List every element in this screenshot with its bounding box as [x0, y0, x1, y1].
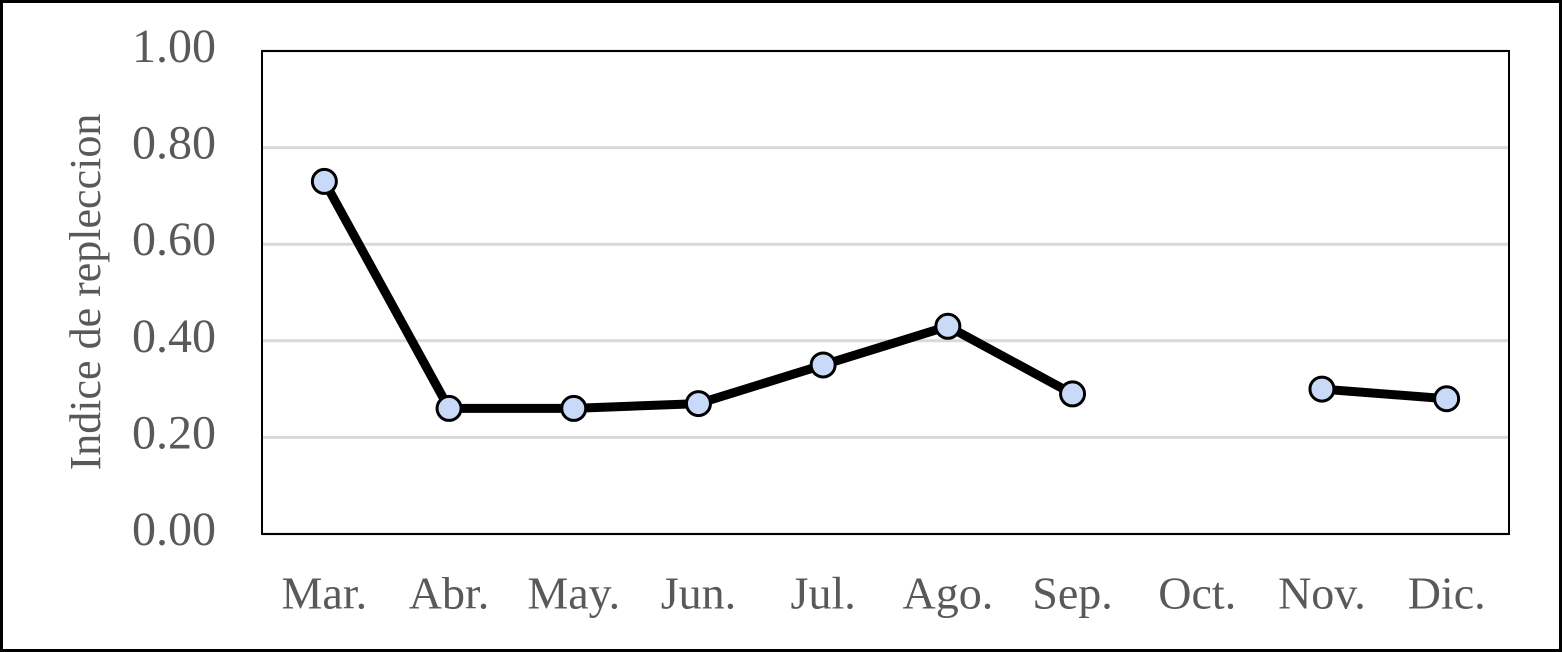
data-point [809, 351, 837, 379]
y-axis-label: Indice de repleccion [61, 114, 110, 471]
y-tick-label: 0.20 [132, 406, 216, 459]
data-point [435, 394, 463, 422]
x-tick-label: Jul. [791, 568, 856, 619]
data-point [1059, 380, 1087, 408]
x-tick-label: Dic. [1408, 568, 1486, 619]
y-tick-label: 0.40 [132, 310, 216, 363]
x-tick-label: Mar. [282, 568, 368, 619]
x-tick-label: Abr. [409, 568, 490, 619]
x-tick-label: Nov. [1278, 568, 1366, 619]
y-tick-label: 0.80 [132, 117, 216, 170]
y-tick-label: 0.00 [132, 503, 216, 556]
y-tick-label: 0.60 [132, 213, 216, 266]
plot-area [261, 50, 1510, 535]
x-tick-label: Sep. [1032, 568, 1113, 619]
x-tick-label: Ago. [902, 568, 993, 619]
y-tick-label: 1.00 [132, 20, 216, 73]
data-point [310, 167, 338, 195]
x-tick-label: Jun. [661, 568, 736, 619]
data-point [684, 390, 712, 418]
data-point [1308, 375, 1336, 403]
data-point [560, 394, 588, 422]
x-tick-label: Oct. [1158, 568, 1236, 619]
x-tick-label: May. [527, 568, 620, 619]
data-point [934, 312, 962, 340]
data-point [1433, 385, 1461, 413]
